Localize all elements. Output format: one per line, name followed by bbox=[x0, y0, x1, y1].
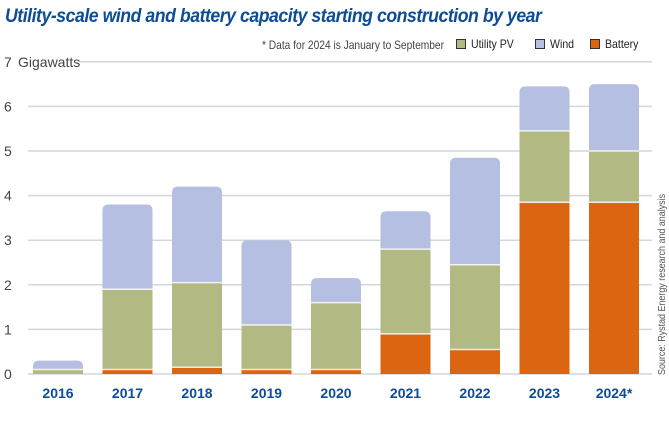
y-axis-label: Gigawatts bbox=[18, 54, 80, 70]
bar-segment-wind bbox=[311, 278, 361, 303]
bar-segment-wind bbox=[172, 186, 222, 283]
bar-segment-utility-pv bbox=[450, 264, 500, 350]
bar-segment-battery bbox=[589, 202, 639, 374]
bar-segment-wind bbox=[519, 86, 570, 131]
y-tick-label: 2 bbox=[4, 277, 12, 293]
bar-segment-wind bbox=[33, 360, 83, 370]
bar-segment-utility-pv bbox=[33, 369, 83, 374]
bar-segment-wind bbox=[102, 204, 153, 290]
x-tick-label: 2023 bbox=[529, 385, 560, 401]
y-tick-label: 1 bbox=[4, 321, 12, 337]
x-tick-label: 2017 bbox=[112, 385, 143, 401]
bar-segment-utility-pv bbox=[380, 249, 431, 334]
bar-segment-utility-pv bbox=[589, 151, 639, 203]
legend-label: Utility PV bbox=[471, 37, 514, 51]
chart-title: Utility-scale wind and battery capacity … bbox=[5, 6, 542, 27]
bar-segment-utility-pv bbox=[519, 130, 570, 203]
x-tick-label: 2019 bbox=[251, 385, 282, 401]
bar-segment-utility-pv bbox=[102, 289, 153, 370]
source-note: Source: Rystad Energy research and analy… bbox=[656, 193, 668, 375]
y-tick-label: 6 bbox=[4, 98, 12, 114]
legend-swatch-battery bbox=[590, 39, 600, 49]
y-tick-label: 0 bbox=[4, 366, 12, 382]
y-tick-label: 5 bbox=[4, 143, 12, 159]
legend-item-utility-pv: Utility PV bbox=[456, 37, 520, 51]
bar-segment-battery bbox=[450, 349, 500, 374]
x-tick-label: 2021 bbox=[390, 385, 421, 401]
bar-segment-wind bbox=[380, 211, 431, 250]
bar-segment-battery bbox=[102, 369, 153, 374]
x-tick-label: 2022 bbox=[459, 385, 490, 401]
y-tick-label: 7 bbox=[4, 54, 12, 70]
x-tick-label: 2016 bbox=[42, 385, 73, 401]
bar-segment-battery bbox=[380, 333, 431, 374]
y-tick-label: 4 bbox=[4, 188, 12, 204]
legend-item-wind: Wind bbox=[535, 37, 577, 51]
legend-swatch-wind bbox=[535, 39, 545, 49]
y-tick-label: 3 bbox=[4, 232, 12, 248]
legend-label: Wind bbox=[550, 37, 575, 51]
x-tick-label: 2020 bbox=[320, 385, 351, 401]
x-tick-label: 2024* bbox=[596, 385, 633, 401]
bar-segment-utility-pv bbox=[311, 302, 361, 370]
bar-segment-wind bbox=[241, 240, 292, 325]
x-tick-label: 2018 bbox=[181, 385, 212, 401]
bar-segment-utility-pv bbox=[172, 282, 222, 368]
bar-segment-battery bbox=[172, 367, 222, 374]
chart-note: * Data for 2024 is January to September bbox=[262, 38, 445, 52]
bar-segment-utility-pv bbox=[241, 324, 292, 370]
legend-label: Battery bbox=[605, 37, 639, 51]
bar-segment-battery bbox=[519, 202, 570, 374]
legend-item-battery: Battery bbox=[590, 37, 643, 51]
bar-segment-wind bbox=[450, 157, 500, 265]
legend-swatch-utility-pv bbox=[456, 39, 466, 49]
bar-segment-wind bbox=[589, 84, 639, 151]
bar-segment-battery bbox=[241, 369, 292, 374]
bar-segment-battery bbox=[311, 369, 361, 374]
